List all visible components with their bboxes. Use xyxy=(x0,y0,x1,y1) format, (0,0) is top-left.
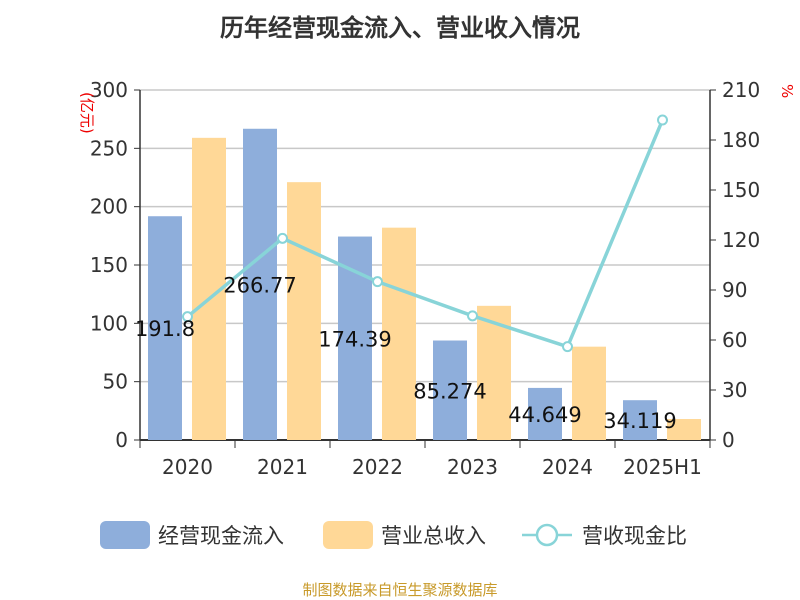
data-label: 34.119 xyxy=(603,409,676,433)
x-tick-label: 2024 xyxy=(542,455,593,479)
legend-label: 营业总收入 xyxy=(381,524,486,548)
bar-经营现金流入 xyxy=(623,400,657,440)
point-营收现金比 xyxy=(657,114,668,126)
y-left-tick-label: 200 xyxy=(90,195,128,219)
bar-经营现金流入 xyxy=(148,216,182,440)
y-right-label: % xyxy=(778,84,796,98)
bar-营业总收入 xyxy=(287,182,321,440)
legend-label: 经营现金流入 xyxy=(158,524,284,548)
bar-营业总收入 xyxy=(667,419,701,440)
legend-label: 营收现金比 xyxy=(582,524,687,548)
y-left-tick-label: 150 xyxy=(90,253,128,277)
y-left-tick-label: 100 xyxy=(90,311,128,335)
y-right-tick-label: 30 xyxy=(722,378,747,402)
legend-swatch xyxy=(323,521,373,549)
data-label: 191.8 xyxy=(135,317,195,341)
y-right-tick-label: 150 xyxy=(722,178,760,202)
data-label: 85.274 xyxy=(413,379,486,403)
y-right-tick-label: 60 xyxy=(722,328,747,352)
point-营收现金比 xyxy=(467,310,478,322)
legend-swatch xyxy=(100,521,150,549)
y-left-tick-label: 0 xyxy=(115,428,128,452)
y-right-tick-label: 120 xyxy=(722,228,760,252)
y-left-tick-label: 300 xyxy=(90,78,128,102)
x-tick-label: 2022 xyxy=(352,455,403,479)
y-left-label: (亿元) xyxy=(78,92,96,134)
x-tick-label: 2020 xyxy=(162,455,213,479)
bar-经营现金流入 xyxy=(528,387,562,440)
y-right-tick-label: 90 xyxy=(722,278,747,302)
legend-marker xyxy=(535,523,559,547)
bar-营业总收入 xyxy=(572,346,606,440)
x-tick-label: 2023 xyxy=(447,455,498,479)
y-right-tick-label: 210 xyxy=(722,78,760,102)
chart-title: 历年经营现金流入、营业收入情况 xyxy=(220,14,580,42)
bar-营业总收入 xyxy=(382,227,416,440)
x-tick-label: 2025H1 xyxy=(623,455,702,479)
source-note: 制图数据来自恒生聚源数据库 xyxy=(302,581,498,599)
y-left-tick-label: 50 xyxy=(103,370,128,394)
bar-经营现金流入 xyxy=(433,340,467,440)
y-right-tick-label: 180 xyxy=(722,128,760,152)
point-营收现金比 xyxy=(277,232,288,244)
y-left-tick-label: 250 xyxy=(90,136,128,160)
x-tick-label: 2021 xyxy=(257,455,308,479)
data-label: 266.77 xyxy=(223,273,296,297)
point-营收现金比 xyxy=(372,276,383,288)
bar-经营现金流入 xyxy=(243,128,277,441)
data-label: 174.39 xyxy=(318,327,391,351)
line-营收现金比 xyxy=(186,119,665,349)
point-营收现金比 xyxy=(182,311,193,323)
data-label: 44.649 xyxy=(508,403,581,427)
y-right-tick-label: 0 xyxy=(722,428,735,452)
point-营收现金比 xyxy=(562,341,573,353)
